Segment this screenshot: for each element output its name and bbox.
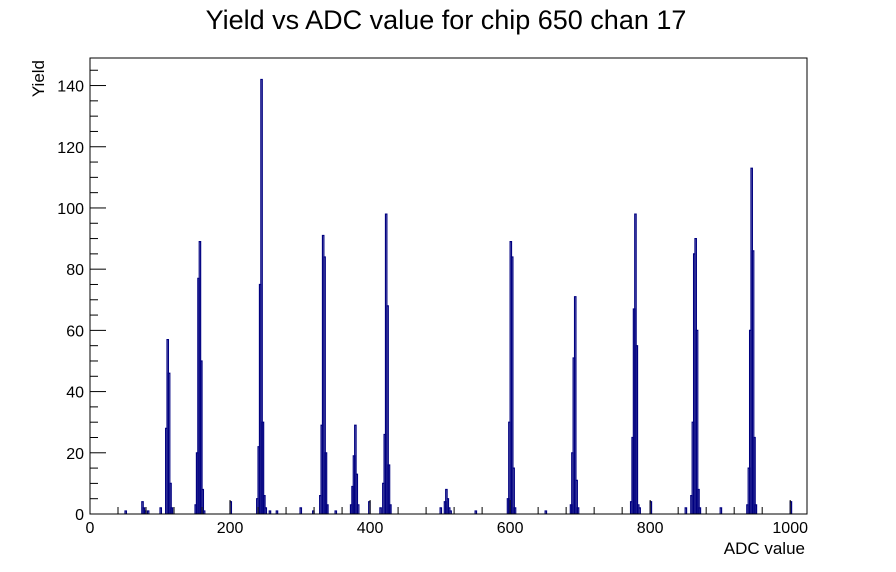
histogram-bin-44: [379, 507, 382, 514]
histogram-bin-84: [695, 329, 699, 514]
histogram-bin-23: [261, 421, 265, 514]
histogram-bin-49: [387, 464, 391, 514]
histogram-bin-62: [512, 467, 515, 514]
x-tick-label: 0: [86, 520, 95, 537]
histogram-bin-28: [299, 507, 303, 514]
x-tick-label: 1000: [772, 520, 808, 537]
histogram-bin-41: [355, 473, 359, 514]
plot-frame: [89, 57, 808, 515]
histogram-bin-40: [354, 424, 357, 514]
histogram-bin-54: [446, 498, 450, 514]
x-axis-label: ADC value: [724, 539, 805, 558]
histogram-bin-10: [170, 507, 174, 514]
histogram-bin-61: [510, 256, 514, 514]
histogram-bin-51: [439, 507, 443, 514]
histogram-bin-69: [575, 479, 578, 514]
histogram-bin-77: [638, 507, 641, 514]
y-tick-label: 80: [66, 262, 84, 279]
y-tick-label: 120: [57, 140, 84, 157]
histogram-bin-70: [576, 507, 580, 514]
histogram-bin-24: [263, 495, 266, 514]
y-axis-label: Yield: [29, 60, 48, 97]
histogram-bin-94: [754, 504, 758, 514]
histogram-bin-35: [326, 504, 329, 514]
histogram-bars: [124, 78, 793, 514]
histogram-bin-0: [124, 510, 128, 514]
histogram-bin-5: [159, 507, 163, 514]
histogram-bin-4: [146, 510, 150, 514]
histogram-bin-75: [635, 345, 639, 514]
histogram-bin-34: [324, 452, 328, 514]
x-tick-label: 600: [497, 520, 524, 537]
x-tick-label: 200: [217, 520, 244, 537]
histogram-bin-15: [200, 360, 203, 514]
histogram-bin-57: [474, 510, 478, 514]
histogram-bin-16: [201, 488, 205, 514]
histogram-bin-92: [751, 250, 755, 514]
x-tick-label: 800: [637, 520, 664, 537]
histogram-bin-85: [697, 488, 700, 514]
histogram-bin-93: [753, 436, 756, 514]
histogram-bin-64: [544, 510, 548, 514]
histogram-bin-56: [449, 510, 452, 514]
histogram-bin-48: [386, 305, 389, 514]
y-tick-label: 20: [66, 446, 84, 463]
histogram-bin-50: [389, 504, 392, 514]
y-tick-label: 100: [57, 201, 84, 218]
histogram-bin-79: [684, 507, 688, 514]
histogram-bin-9: [169, 482, 172, 514]
histogram-bin-87: [719, 507, 723, 514]
x-tick-label: 400: [357, 520, 384, 537]
histogram-bin-25: [264, 507, 268, 514]
y-tick-label: 0: [75, 507, 84, 524]
histogram-bin-8: [167, 372, 171, 514]
histogram-bin-33: [323, 256, 326, 514]
histogram-bin-27: [275, 510, 279, 514]
histogram-bin-17: [202, 510, 206, 514]
histogram-bin-86: [698, 507, 702, 514]
histogram-bin-63: [513, 507, 517, 514]
axis-ticks: 0 200 400 600 800 1000 0 20 40 60 80 100 120 140: [57, 69, 808, 537]
histogram-bin-26: [268, 510, 272, 514]
histogram-bin-68: [573, 296, 577, 514]
histogram-bin-36: [334, 510, 338, 514]
histogram-bin-42: [356, 504, 360, 514]
y-tick-label: 60: [66, 323, 84, 340]
chart-title: Yield vs ADC value for chip 650 chan 17: [206, 5, 687, 35]
y-tick-label: 140: [57, 79, 84, 96]
histogram-bin-22: [260, 78, 263, 514]
y-tick-label: 40: [66, 385, 84, 402]
